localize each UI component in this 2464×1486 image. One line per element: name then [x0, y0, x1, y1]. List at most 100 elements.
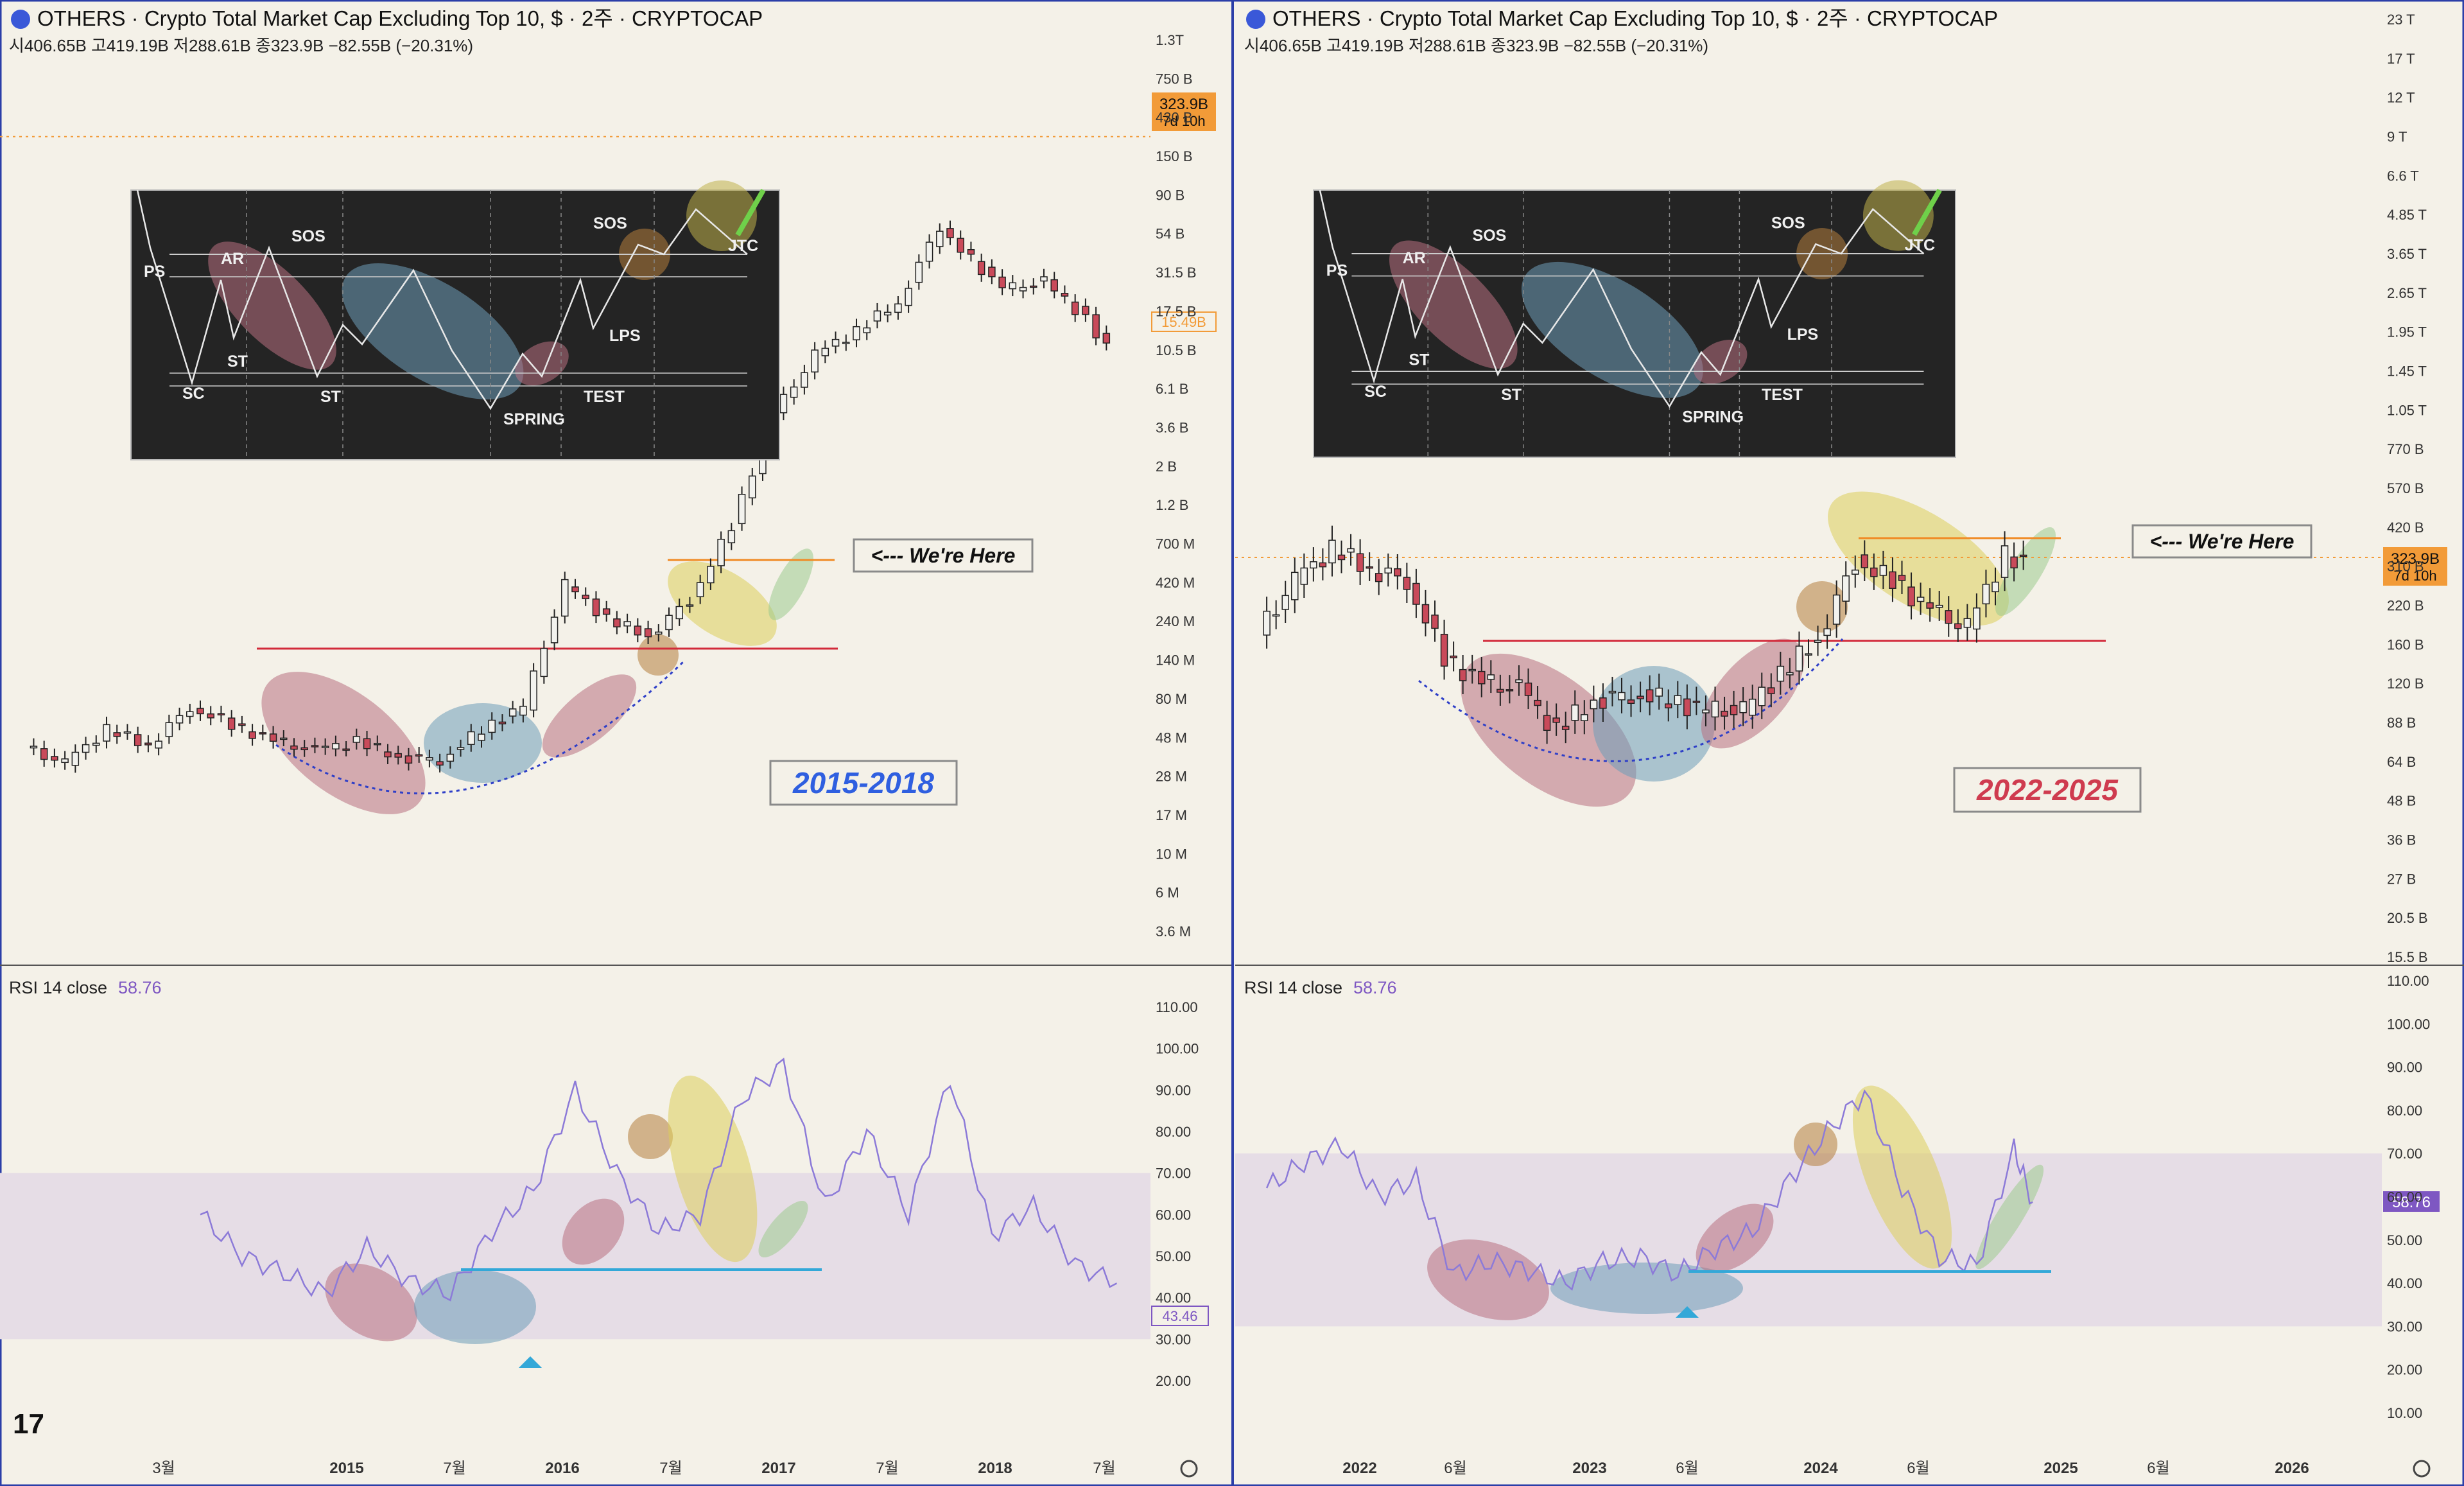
up-candle — [1263, 611, 1271, 636]
price_axis-tick-label: 10.5 B — [1156, 342, 1197, 358]
up-candle — [779, 394, 788, 414]
up-candle — [655, 631, 663, 635]
price_axis-tick-label: 54 B — [1156, 226, 1184, 242]
up-candle — [508, 708, 517, 717]
up-candle — [467, 731, 475, 746]
up-candle — [1702, 709, 1710, 713]
wyckoff-label: SOS — [1771, 214, 1805, 232]
price_axis-tick-label: 310 B — [2387, 559, 2424, 575]
down-candle — [1552, 717, 1560, 723]
annotation-ellipse — [1550, 1263, 1743, 1314]
up-candle — [103, 724, 110, 742]
up-candle — [82, 744, 90, 753]
rsi-marker-triangle — [519, 1356, 542, 1368]
up-candle — [1748, 699, 1757, 716]
price_axis-tick-label: 90 B — [1156, 187, 1184, 203]
up-candle — [811, 349, 819, 372]
wyckoff-ellipse — [342, 263, 524, 399]
up-candle — [1814, 640, 1822, 643]
rsi_axis-tick-label: 40.00 — [1156, 1290, 1191, 1306]
down-candle — [1954, 623, 1962, 629]
up-candle — [1281, 595, 1289, 610]
price-tag: 323.9B — [2391, 550, 2440, 568]
price_axis-tick-label: 1.2 B — [1156, 497, 1188, 513]
up-candle — [488, 719, 496, 733]
up-candle — [550, 616, 559, 643]
rsi_axis-tick-label: 90.00 — [1156, 1082, 1191, 1098]
up-candle — [352, 736, 361, 743]
rsi-marker-triangle — [1676, 1306, 1699, 1318]
up-candle — [71, 751, 80, 766]
annotation-ellipse — [1696, 1203, 1774, 1273]
price_axis-tick-label: 240 M — [1156, 613, 1195, 629]
right-candles — [1263, 525, 2027, 744]
up-candle — [1823, 628, 1831, 636]
up-candle — [717, 539, 725, 566]
annotation-ellipse — [628, 1114, 673, 1159]
up-candle — [1842, 575, 1850, 602]
wyckoff-label: JTC — [728, 237, 758, 255]
price_axis-tick-label: 10 M — [1156, 846, 1187, 862]
up-candle — [561, 579, 569, 617]
up-candle — [707, 566, 715, 584]
price_axis-tick-label: 1.45 T — [2387, 363, 2427, 380]
down-candle — [404, 755, 413, 764]
down-candle — [134, 734, 142, 746]
down-candle — [1431, 615, 1439, 629]
wyckoff-schematic: PS AR SOS SC ST ST SPRING TEST LPS SOS JTC — [130, 180, 780, 460]
down-candle — [1092, 314, 1100, 338]
down-candle — [1898, 575, 1906, 581]
up-candle — [1935, 604, 1943, 608]
price_axis-tick-label: 700 M — [1156, 536, 1195, 552]
rsi-title: RSI 14 close — [1244, 978, 1342, 997]
wyckoff-breakout — [735, 189, 766, 236]
up-candle — [883, 311, 892, 316]
last-price-tag-bg — [1151, 311, 1217, 332]
up-candle — [1618, 692, 1626, 701]
down-candle — [342, 748, 350, 751]
annotation-ellipse — [668, 561, 777, 646]
price_axis-tick-label: 3.65 T — [2387, 246, 2427, 262]
annotation-ellipse — [414, 1270, 536, 1344]
period-label-box — [1953, 767, 2142, 813]
time-axis-label: 7월 — [1093, 1460, 1115, 1477]
wyckoff-label: PS — [144, 263, 165, 281]
time-axis-label: 7월 — [876, 1460, 898, 1477]
down-candle — [311, 745, 319, 747]
down-candle — [1356, 553, 1364, 572]
time-axis-label: 2015 — [329, 1460, 363, 1477]
price_axis-tick-label: 88 B — [2387, 715, 2416, 731]
down-candle — [436, 761, 444, 766]
tradingview-logo-icon — [11, 10, 30, 29]
gear-icon[interactable] — [2413, 1460, 2431, 1478]
base-arc — [275, 660, 685, 794]
rsi_axis-tick-label: 110.00 — [1156, 999, 1198, 1015]
rsi_axis-tick-label: 90.00 — [2387, 1060, 2422, 1076]
up-candle — [186, 711, 194, 717]
down-candle — [1421, 604, 1430, 624]
down-candle — [1071, 301, 1079, 315]
annotation-ellipse — [542, 674, 637, 758]
up-candle — [665, 615, 673, 631]
up-candle — [1300, 567, 1308, 585]
down-candle — [571, 586, 579, 593]
up-candle — [1776, 665, 1785, 682]
price_axis-tick-label: 17 T — [2387, 51, 2415, 67]
up-candle — [873, 310, 881, 322]
up-candle — [332, 743, 340, 749]
price-tag-bg — [1152, 92, 1216, 131]
up-candle — [801, 372, 808, 388]
price_axis-tick-label: 17.5 B — [1156, 303, 1197, 319]
price_axis-tick-label: 27 B — [2387, 871, 2416, 887]
wyckoff-ellipse — [515, 341, 569, 386]
price_axis-tick-label: 23 T — [2387, 12, 2415, 28]
price_axis-tick-label: 3.6 B — [1156, 419, 1188, 435]
price_axis-tick-label: 120 B — [2387, 676, 2424, 692]
gear-icon[interactable] — [1180, 1460, 1198, 1478]
down-candle — [998, 276, 1006, 288]
up-candle — [1468, 669, 1476, 672]
up-candle — [623, 621, 631, 627]
up-candle — [1982, 584, 1990, 605]
